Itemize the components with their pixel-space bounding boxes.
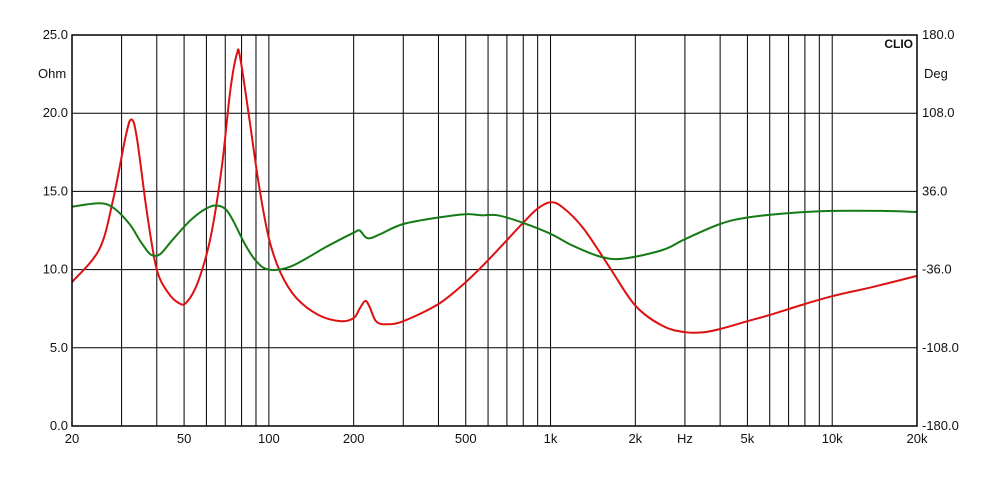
plot-frame <box>71 34 918 427</box>
right-axis-unit: Deg <box>924 66 948 81</box>
x-tick-label: 50 <box>177 431 191 446</box>
left-axis-unit: Ohm <box>38 66 66 81</box>
x-tick-label: 5k <box>741 431 755 446</box>
x-tick-label: 200 <box>343 431 365 446</box>
series-layer <box>71 48 918 334</box>
right-tick-label: -36.0 <box>922 262 952 277</box>
right-tick-label: -108.0 <box>922 340 959 355</box>
phase-series-line <box>71 202 918 271</box>
right-tick-label: 36.0 <box>922 183 947 198</box>
x-tick-label: 20 <box>65 431 79 446</box>
x-tick-label: 100 <box>258 431 280 446</box>
grid <box>72 35 917 426</box>
left-tick-label: 10.0 <box>43 262 68 277</box>
impedance-series-line <box>71 48 918 334</box>
x-tick-label: 2k <box>628 431 642 446</box>
labels: 20 50 100 200 500 1k 2k 5k 10k 20k Hz 0.0 5.0 10.0 15.… <box>38 27 959 446</box>
left-tick-label: 25.0 <box>43 27 68 42</box>
left-tick-label: 15.0 <box>43 183 68 198</box>
x-tick-label: 10k <box>822 431 843 446</box>
x-tick-label: 1k <box>544 431 558 446</box>
left-tick-label: 20.0 <box>43 105 68 120</box>
right-tick-label: 180.0 <box>922 27 955 42</box>
left-tick-label: 5.0 <box>50 340 68 355</box>
clio-brand-label: CLIO <box>884 37 913 51</box>
x-tick-label: 500 <box>455 431 477 446</box>
x-unit-label: Hz <box>677 431 693 446</box>
x-tick-label: 20k <box>907 431 928 446</box>
left-tick-label: 0.0 <box>50 418 68 433</box>
right-tick-label: -180.0 <box>922 418 959 433</box>
right-tick-label: 108.0 <box>922 105 955 120</box>
